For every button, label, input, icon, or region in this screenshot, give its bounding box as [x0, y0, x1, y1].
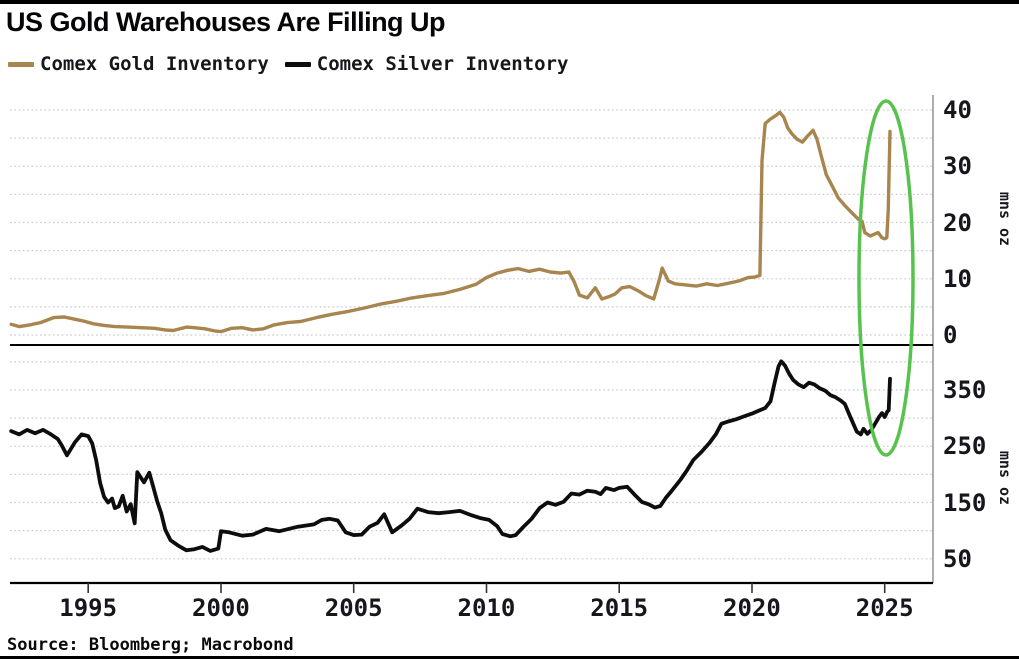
legend-label-gold: Comex Gold Inventory — [40, 53, 269, 75]
highlight-ellipse-annotation — [857, 99, 915, 457]
y-tick-label: 350 — [943, 376, 987, 404]
silver-axis-unit-label: mns oz — [996, 450, 1014, 506]
x-tick-label: 2025 — [855, 594, 914, 622]
x-tick-label: 2005 — [324, 594, 383, 622]
x-tick-label: 2015 — [590, 594, 649, 622]
y-tick-label: 10 — [943, 264, 972, 293]
gold-inventory-line — [9, 110, 892, 334]
source-credit: Source: Bloomberg; Macrobond — [7, 635, 294, 655]
y-tick-label: 20 — [943, 208, 972, 237]
y-tick-label: 0 — [943, 321, 958, 349]
top-border-rule — [0, 0, 1019, 4]
legend-item-gold: Comex Gold Inventory — [8, 53, 269, 75]
bottom-border-rule — [0, 656, 1019, 659]
gold-axis-unit-label: mns oz — [996, 191, 1014, 247]
y-tick-label: 250 — [943, 432, 987, 461]
x-tick-label: 2010 — [457, 594, 516, 622]
page-title: US Gold Warehouses Are Filling Up — [6, 7, 446, 37]
x-tick-label: 2000 — [192, 594, 250, 622]
y-tick-label: 40 — [943, 96, 972, 124]
y-tick-label: 50 — [943, 544, 972, 573]
y-tick-label: 30 — [943, 152, 972, 181]
chart-legend: Comex Gold Inventory Comex Silver Invent… — [8, 53, 568, 75]
silver-line-swatch-icon — [284, 61, 311, 67]
legend-item-silver: Comex Silver Inventory — [284, 53, 569, 75]
silver-inventory-line — [9, 359, 892, 553]
x-tick-label: 1995 — [59, 594, 118, 622]
gold-line-swatch-icon — [8, 61, 34, 67]
x-tick-label: 2020 — [723, 594, 781, 622]
legend-label-silver: Comex Silver Inventory — [316, 53, 569, 75]
y-tick-label: 150 — [943, 488, 987, 517]
